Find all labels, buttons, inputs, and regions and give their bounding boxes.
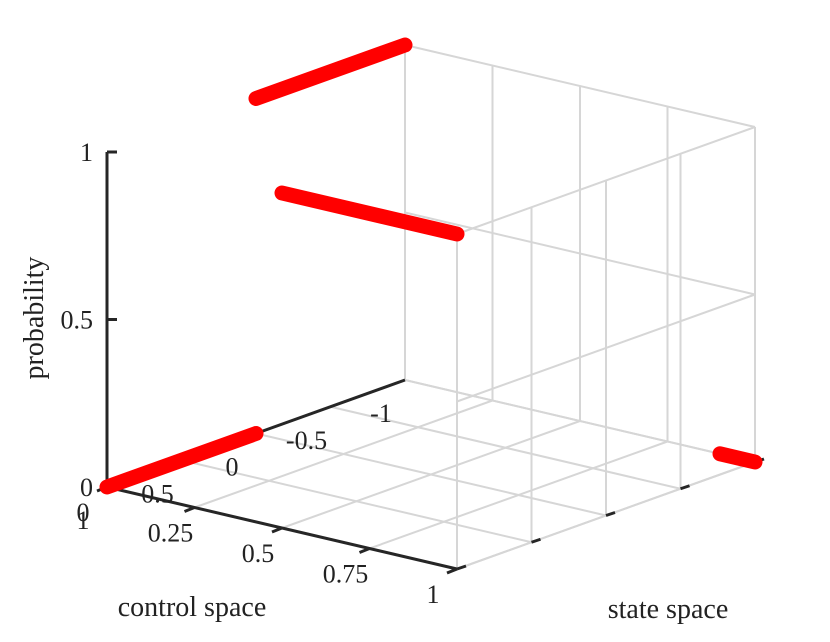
data-series-line [712,446,763,470]
label-layer: state space control space probability 00… [19,138,728,625]
x-tick-mark [183,506,196,513]
y-tick-mark [680,484,690,491]
y-tick-label: -1 [370,399,392,428]
grid-line [456,126,756,235]
data-series-line [248,37,413,106]
axis-layer [96,150,765,575]
grid-layer [106,44,756,570]
y-tick-label: 0 [226,453,239,482]
x-tick-label: 0.5 [242,539,275,568]
grid-line [404,211,756,296]
grid-line [456,293,756,403]
data-series-line [99,426,264,495]
y-tick-label: 0.5 [141,479,174,508]
y-tick-label: 1 [77,506,90,535]
x-tick-label: 1 [427,580,440,609]
z-tick-label: 0.5 [61,306,94,335]
grid-line [330,405,681,490]
z-tick-label: 1 [80,138,93,167]
x-tick-label: 0 [77,498,90,527]
x-tick-label: 0.25 [148,519,194,548]
grid-line [181,459,532,544]
grid-line [404,379,756,463]
grid-line [404,44,756,128]
grid-line [255,432,607,517]
z-axis-label: probability [19,257,50,380]
y-tick-label: -0.5 [286,426,327,455]
data-series-line [274,185,465,242]
x-axis-label: state space [608,594,729,625]
y-axis-label: control space [118,592,267,623]
y-tick-mark [531,537,541,544]
y-tick-mark [456,564,467,571]
y-tick-mark [605,511,616,517]
data-layer [99,37,763,495]
x-tick-mark [446,567,458,575]
x-tick-mark [271,526,283,534]
x-tick-mark [358,547,371,554]
x-tick-label: 0.75 [323,560,369,589]
z-tick-label: 0 [80,473,93,502]
